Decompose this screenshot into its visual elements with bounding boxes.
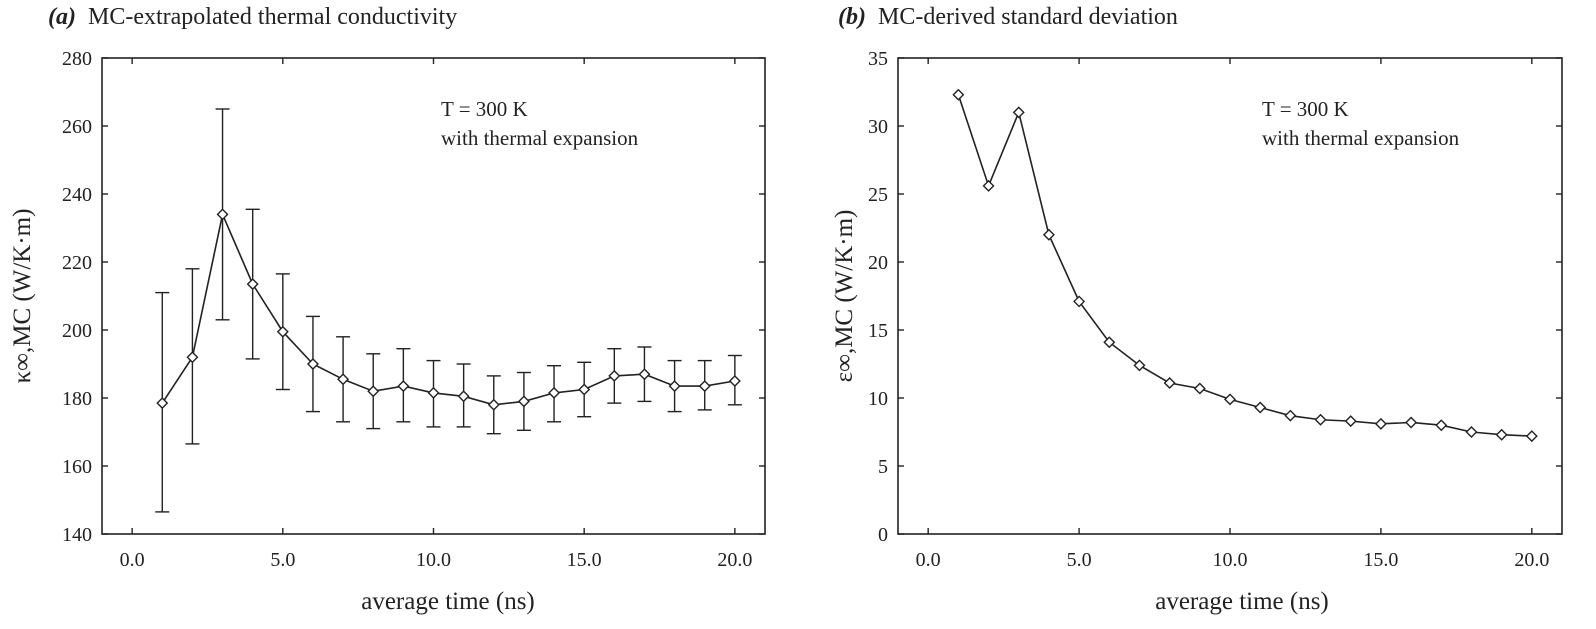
panel-b-label: (b) <box>838 4 866 30</box>
b-xtick-label: 5.0 <box>1067 549 1092 571</box>
a-ytick-label: 260 <box>62 116 92 138</box>
panel-b-ylabel: ε∞,MC (W/K·m) <box>831 210 858 383</box>
b-ytick-label: 20 <box>868 252 888 274</box>
a-ytick-label: 200 <box>62 320 92 342</box>
a-data-point <box>668 380 681 393</box>
b-data-point <box>982 179 995 192</box>
panel-b-title: (b) MC-derived standard deviation <box>838 4 1178 30</box>
a-xtick-label: 20.0 <box>717 549 752 571</box>
panel-a-annotation-temp: T = 300 K <box>441 97 528 121</box>
panel-a-ylabel: κ∞,MC (W/K·m) <box>9 209 36 384</box>
panel-a-label: (a) <box>48 4 76 30</box>
a-data-point <box>728 375 741 387</box>
b-data-point <box>1103 336 1116 349</box>
b-data-point <box>1133 359 1146 372</box>
a-data-point <box>337 373 350 386</box>
panel-b: (b) MC-derived standard deviation 0 5 10 15… <box>831 4 1563 615</box>
a-xtick-label: 0.0 <box>120 549 145 571</box>
a-data-point <box>457 390 470 403</box>
panel-a-title-text: MC-extrapolated thermal conductivity <box>88 4 457 30</box>
a-data-point <box>216 208 229 221</box>
b-xtick-label: 10.0 <box>1213 549 1248 571</box>
b-data-point <box>952 88 965 101</box>
b-xtick-label: 0.0 <box>916 549 941 571</box>
panel-a-title: (a) MC-extrapolated thermal conductivity <box>48 4 457 30</box>
b-data-point <box>1163 377 1176 390</box>
panel-a-annotation-expansion: with thermal expansion <box>441 126 639 150</box>
b-xtick-label: 20.0 <box>1514 549 1549 571</box>
a-ytick-label: 240 <box>62 184 92 206</box>
b-data-point <box>1435 419 1448 432</box>
b-data-point <box>1525 430 1538 443</box>
a-data-point <box>638 368 651 381</box>
a-data-point <box>548 386 561 399</box>
b-data-point <box>1193 382 1206 395</box>
panel-b-title-text: MC-derived standard deviation <box>878 4 1178 30</box>
a-ytick-label: 280 <box>62 48 92 70</box>
panel-b-xlabel: average time (ns) <box>1155 588 1329 615</box>
b-data-point <box>1042 228 1055 241</box>
b-data-point <box>1284 409 1297 422</box>
a-data-point <box>487 398 500 411</box>
panel-b-annotation-temp: T = 300 K <box>1262 97 1349 121</box>
a-ytick-label: 180 <box>62 388 92 410</box>
a-ytick-label: 220 <box>62 252 92 274</box>
a-data-point <box>156 397 169 410</box>
panel-a-plot-frame <box>101 57 766 535</box>
b-data-point <box>1374 417 1387 430</box>
a-ytick-label: 160 <box>62 456 92 478</box>
b-ytick-label: 30 <box>868 116 888 138</box>
a-ytick-label: 140 <box>62 524 92 546</box>
a-data-point <box>367 385 380 398</box>
panel-a-series-line <box>161 211 735 406</box>
a-xtick-label: 5.0 <box>270 549 295 571</box>
a-data-point <box>517 395 530 408</box>
panel-a: (a) MC-extrapolated thermal conductivity… <box>9 4 766 615</box>
b-data-point <box>1012 106 1025 119</box>
a-data-point <box>578 383 591 396</box>
a-data-point <box>608 369 621 382</box>
a-data-point <box>306 358 319 370</box>
b-ytick-label: 15 <box>868 320 888 342</box>
b-ytick-label: 5 <box>878 456 888 478</box>
b-data-point <box>1405 416 1418 429</box>
panel-a-xlabel: average time (ns) <box>361 588 535 615</box>
b-ytick-label: 25 <box>868 184 888 206</box>
a-data-point <box>427 386 440 399</box>
a-xtick-label: 15.0 <box>567 549 602 571</box>
b-data-point <box>1495 428 1508 441</box>
panel-b-plot-frame <box>897 57 1563 535</box>
b-data-point <box>1314 413 1327 426</box>
b-data-point <box>1224 393 1236 406</box>
b-ytick-label: 0 <box>878 524 888 546</box>
b-xtick-label: 15.0 <box>1363 549 1398 571</box>
a-xtick-label: 10.0 <box>416 549 451 571</box>
b-data-point <box>1465 426 1478 438</box>
a-data-point <box>186 351 199 364</box>
a-data-point <box>397 380 410 393</box>
a-data-point <box>246 278 259 291</box>
b-data-point <box>1254 401 1267 414</box>
b-data-point <box>1344 415 1357 428</box>
panel-b-annotation-expansion: with thermal expansion <box>1262 126 1460 150</box>
a-data-point <box>698 380 711 393</box>
b-ytick-label: 35 <box>868 48 888 70</box>
b-data-point <box>1073 295 1086 308</box>
a-data-point <box>276 325 289 338</box>
b-ytick-label: 10 <box>868 388 888 410</box>
